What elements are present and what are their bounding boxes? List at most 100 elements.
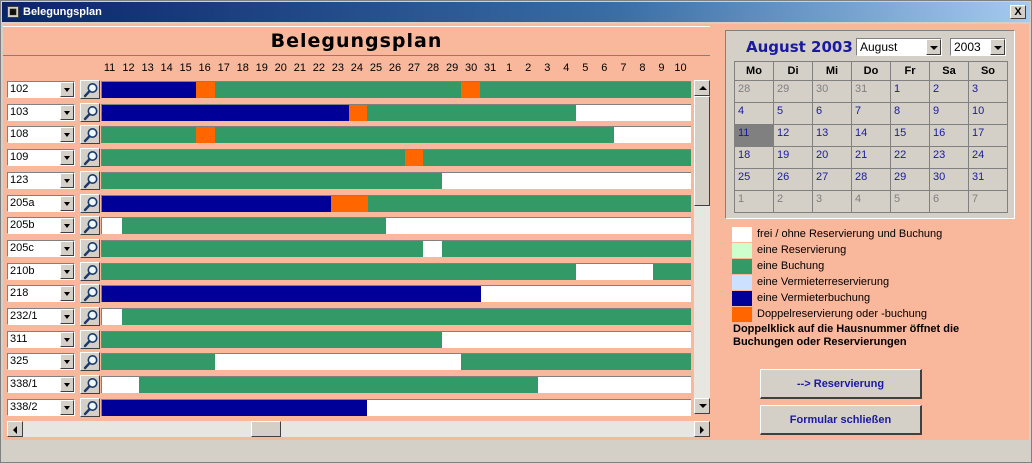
occupancy-segment-double[interactable]	[196, 82, 216, 98]
calendar-day[interactable]: 23	[929, 146, 969, 169]
calendar-day[interactable]: 4	[851, 190, 891, 213]
house-number[interactable]: 232/1	[10, 310, 38, 322]
occupancy-segment-landlord-booking[interactable]	[102, 82, 197, 98]
calendar-day[interactable]: 4	[734, 102, 774, 125]
chevron-down-icon[interactable]	[60, 240, 74, 256]
title-bar[interactable]: ▦ Belegungsplan X	[2, 2, 1030, 22]
magnifier-button[interactable]	[80, 80, 100, 99]
close-form-button[interactable]: Formular schließen	[760, 405, 922, 435]
calendar-day[interactable]: 19	[773, 146, 813, 169]
month-select[interactable]: August	[856, 38, 942, 56]
house-number-select[interactable]: 338/1	[7, 376, 75, 394]
occupancy-bar[interactable]	[101, 308, 691, 325]
calendar-day[interactable]: 3	[968, 80, 1008, 103]
calendar-day[interactable]: 30	[812, 80, 852, 103]
occupancy-bar[interactable]	[101, 103, 691, 121]
chevron-down-icon[interactable]	[60, 399, 74, 415]
house-number[interactable]: 311	[10, 332, 28, 345]
occupancy-segment-double[interactable]	[461, 82, 481, 98]
occupancy-segment-double[interactable]	[196, 127, 216, 144]
occupancy-bar[interactable]	[101, 217, 691, 235]
occupancy-segment-booking[interactable]	[215, 82, 462, 98]
magnifier-button[interactable]	[80, 193, 100, 213]
calendar-day[interactable]: 10	[968, 102, 1008, 125]
occupancy-segment-booking[interactable]	[102, 331, 443, 348]
occupancy-segment-landlord-booking[interactable]	[102, 286, 481, 303]
occupancy-bar[interactable]	[101, 376, 691, 394]
occupancy-bar[interactable]	[101, 171, 691, 189]
house-number-select[interactable]: 205a	[7, 194, 75, 212]
house-number-select[interactable]: 102	[7, 81, 75, 98]
chevron-down-icon[interactable]	[926, 39, 941, 55]
house-number-select[interactable]: 108	[7, 126, 75, 144]
occupancy-segment-booking[interactable]	[367, 104, 577, 121]
calendar-day[interactable]: 2	[773, 190, 813, 213]
calendar-day[interactable]: 1	[734, 190, 774, 213]
chevron-down-icon[interactable]	[60, 263, 74, 279]
chevron-down-icon[interactable]	[60, 104, 74, 120]
chevron-down-icon[interactable]	[60, 354, 74, 370]
occupancy-bar[interactable]	[101, 285, 691, 303]
calendar-day[interactable]: 13	[812, 124, 852, 147]
calendar-day[interactable]: 9	[929, 102, 969, 125]
occupancy-bar[interactable]	[101, 194, 691, 212]
calendar-day[interactable]: 24	[968, 146, 1008, 169]
occupancy-bar[interactable]	[101, 330, 691, 348]
calendar-day[interactable]: 21	[851, 146, 891, 169]
house-number-select[interactable]: 218	[7, 285, 75, 303]
occupancy-bar[interactable]	[101, 353, 691, 371]
chevron-down-icon[interactable]	[60, 195, 74, 211]
occupancy-segment-booking[interactable]	[102, 127, 197, 144]
chevron-down-icon[interactable]	[60, 377, 74, 393]
chevron-down-icon[interactable]	[990, 39, 1005, 55]
magnifier-button[interactable]	[80, 238, 100, 258]
house-number-select[interactable]: 205b	[7, 217, 75, 235]
occupancy-segment-booking[interactable]	[102, 354, 216, 371]
occupancy-segment-landlord-booking[interactable]	[102, 195, 331, 212]
occupancy-segment-booking[interactable]	[138, 377, 538, 394]
magnifier-button[interactable]	[80, 261, 100, 281]
chevron-down-icon[interactable]	[60, 172, 74, 188]
calendar-day[interactable]: 12	[773, 124, 813, 147]
occupancy-segment-booking[interactable]	[652, 263, 691, 280]
magnifier-button[interactable]	[80, 216, 100, 236]
house-number[interactable]: 338/1	[10, 378, 38, 391]
calendar-day[interactable]: 2	[929, 80, 969, 103]
scroll-up-button[interactable]	[694, 80, 710, 96]
house-number[interactable]: 218	[10, 287, 29, 300]
calendar-day[interactable]: 22	[890, 146, 930, 169]
house-number[interactable]: 109	[10, 151, 29, 164]
house-number[interactable]: 205a	[10, 196, 35, 209]
calendar-day[interactable]: 29	[890, 168, 930, 191]
house-number[interactable]: 338/2	[10, 400, 38, 413]
calendar-day[interactable]: 7	[968, 190, 1008, 213]
calendar-day[interactable]: 6	[929, 190, 969, 213]
calendar-day[interactable]: 29	[773, 80, 813, 103]
vertical-scroll-thumb[interactable]	[694, 96, 710, 206]
calendar-day[interactable]: 26	[773, 168, 813, 191]
occupancy-bar[interactable]	[101, 149, 691, 167]
calendar-day[interactable]: 15	[890, 124, 930, 147]
occupancy-bar[interactable]	[101, 398, 691, 416]
occupancy-segment-booking[interactable]	[368, 195, 691, 212]
occupancy-segment-landlord-booking[interactable]	[102, 104, 350, 121]
house-number[interactable]: 210b	[10, 264, 35, 277]
house-number[interactable]: 205c	[10, 241, 34, 254]
occupancy-segment-booking[interactable]	[102, 263, 577, 280]
occupancy-segment-booking[interactable]	[442, 240, 691, 257]
occupancy-segment-booking[interactable]	[461, 354, 691, 371]
occupancy-segment-booking[interactable]	[102, 150, 406, 167]
calendar-day[interactable]: 16	[929, 124, 969, 147]
calendar-day[interactable]: 14	[851, 124, 891, 147]
house-number[interactable]: 108	[10, 128, 29, 141]
calendar-day[interactable]: 31	[851, 80, 891, 103]
house-number[interactable]: 103	[10, 105, 29, 118]
magnifier-button[interactable]	[80, 397, 100, 417]
chevron-down-icon[interactable]	[60, 286, 74, 302]
occupancy-segment-booking[interactable]	[122, 309, 691, 325]
occupancy-segment-double[interactable]	[330, 195, 369, 212]
house-number-select[interactable]: 338/2	[7, 398, 75, 416]
house-number-select[interactable]: 325	[7, 353, 75, 371]
horizontal-scroll-thumb[interactable]	[251, 421, 281, 437]
house-number-select[interactable]: 232/1	[7, 308, 75, 325]
